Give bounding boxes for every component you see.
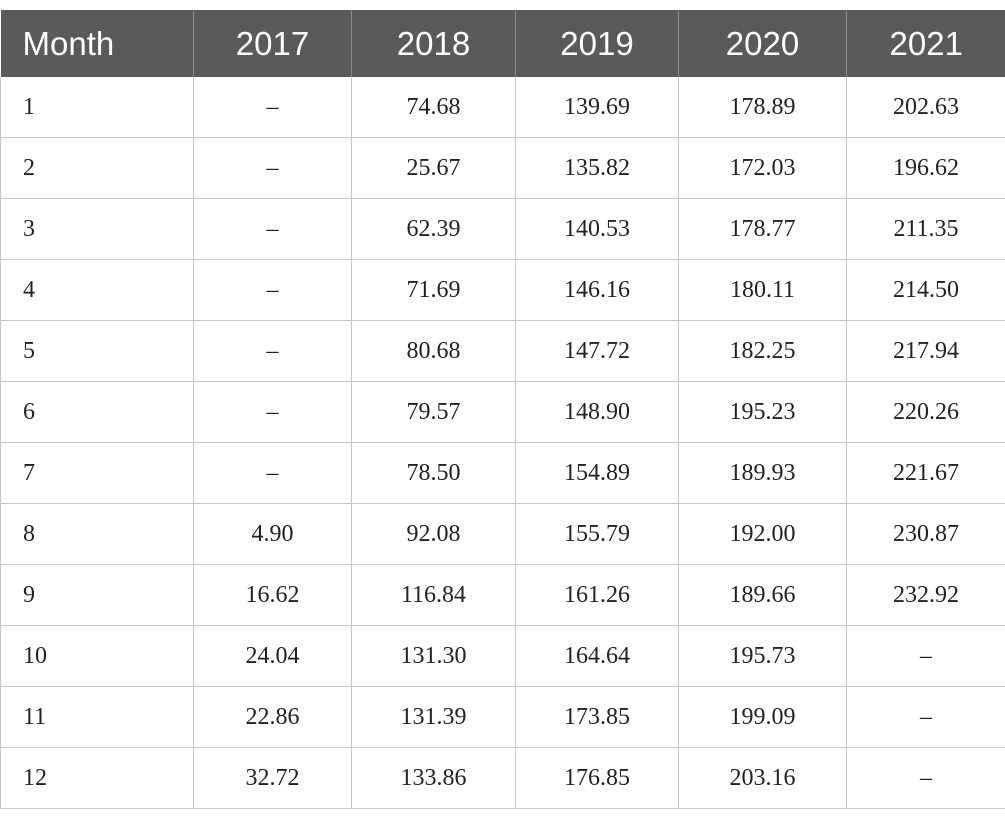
cell-2018: 74.68 (351, 77, 516, 138)
header-cell-2018: 2018 (351, 10, 516, 77)
cell-2019: 140.53 (515, 198, 679, 260)
cell-month: 7 (0, 442, 194, 504)
header-cell-month: Month (0, 10, 194, 77)
cell-2019: 135.82 (515, 137, 679, 199)
header-cell-2019: 2019 (515, 10, 679, 77)
table-row: 9 16.62 116.84 161.26 189.66 232.92 (0, 564, 1005, 626)
cell-2021: 211.35 (846, 198, 1005, 260)
cell-month: 1 (0, 77, 194, 138)
data-table-container: Month 2017 2018 2019 2020 2021 1 – 74.68… (0, 10, 1005, 809)
cell-month: 10 (0, 625, 194, 687)
cell-2018: 131.39 (351, 686, 516, 748)
cell-2018: 78.50 (351, 442, 516, 504)
cell-2019: 146.16 (515, 259, 679, 321)
cell-2021: – (846, 625, 1005, 687)
table-row: 2 – 25.67 135.82 172.03 196.62 (0, 137, 1005, 199)
cell-month: 12 (0, 747, 194, 809)
cell-2021: – (846, 686, 1005, 748)
table-row: 8 4.90 92.08 155.79 192.00 230.87 (0, 503, 1005, 565)
cell-2017: – (193, 442, 352, 504)
header-cell-2017: 2017 (193, 10, 352, 77)
cell-2019: 155.79 (515, 503, 679, 565)
cell-2020: 172.03 (678, 137, 847, 199)
table-row: 10 24.04 131.30 164.64 195.73 – (0, 625, 1005, 687)
cell-2021: 217.94 (846, 320, 1005, 382)
cell-2019: 173.85 (515, 686, 679, 748)
cell-2019: 161.26 (515, 564, 679, 626)
cell-2020: 178.89 (678, 77, 847, 138)
cell-2018: 79.57 (351, 381, 516, 443)
cell-2021: 202.63 (846, 77, 1005, 138)
table-row: 3 – 62.39 140.53 178.77 211.35 (0, 198, 1005, 260)
cell-2021: 196.62 (846, 137, 1005, 199)
table-row: 7 – 78.50 154.89 189.93 221.67 (0, 442, 1005, 504)
cell-2020: 199.09 (678, 686, 847, 748)
cell-2020: 178.77 (678, 198, 847, 260)
cell-2017: – (193, 198, 352, 260)
cell-2018: 71.69 (351, 259, 516, 321)
cell-2017: 24.04 (193, 625, 352, 687)
cell-2021: 230.87 (846, 503, 1005, 565)
cell-2019: 139.69 (515, 77, 679, 138)
cell-2018: 116.84 (351, 564, 516, 626)
cell-2017: – (193, 320, 352, 382)
cell-2018: 25.67 (351, 137, 516, 199)
header-cell-2020: 2020 (678, 10, 847, 77)
table-header: Month 2017 2018 2019 2020 2021 (0, 10, 1005, 77)
table-body: 1 – 74.68 139.69 178.89 202.63 2 – 25.67… (0, 77, 1005, 809)
cell-2020: 192.00 (678, 503, 847, 565)
cell-2020: 189.93 (678, 442, 847, 504)
cell-2017: 16.62 (193, 564, 352, 626)
header-row: Month 2017 2018 2019 2020 2021 (0, 10, 1005, 77)
cell-2019: 147.72 (515, 320, 679, 382)
cell-2017: – (193, 381, 352, 443)
cell-2021: 220.26 (846, 381, 1005, 443)
cell-2020: 195.73 (678, 625, 847, 687)
cell-2021: 232.92 (846, 564, 1005, 626)
cell-2018: 62.39 (351, 198, 516, 260)
cell-2017: 32.72 (193, 747, 352, 809)
table-row: 5 – 80.68 147.72 182.25 217.94 (0, 320, 1005, 382)
cell-2020: 180.11 (678, 259, 847, 321)
cell-2018: 92.08 (351, 503, 516, 565)
cell-2018: 80.68 (351, 320, 516, 382)
cell-2019: 164.64 (515, 625, 679, 687)
cell-month: 3 (0, 198, 194, 260)
cell-2019: 176.85 (515, 747, 679, 809)
cell-2017: 22.86 (193, 686, 352, 748)
cell-month: 4 (0, 259, 194, 321)
cell-2021: 214.50 (846, 259, 1005, 321)
cell-2019: 154.89 (515, 442, 679, 504)
table-row: 6 – 79.57 148.90 195.23 220.26 (0, 381, 1005, 443)
cell-2021: – (846, 747, 1005, 809)
cell-2020: 189.66 (678, 564, 847, 626)
table-row: 1 – 74.68 139.69 178.89 202.63 (0, 77, 1005, 138)
cell-2017: – (193, 259, 352, 321)
cell-month: 11 (0, 686, 194, 748)
table-row: 11 22.86 131.39 173.85 199.09 – (0, 686, 1005, 748)
monthly-values-table: Month 2017 2018 2019 2020 2021 1 – 74.68… (0, 10, 1005, 809)
table-row: 4 – 71.69 146.16 180.11 214.50 (0, 259, 1005, 321)
cell-month: 6 (0, 381, 194, 443)
cell-2018: 131.30 (351, 625, 516, 687)
cell-2017: – (193, 137, 352, 199)
cell-2019: 148.90 (515, 381, 679, 443)
cell-2017: – (193, 77, 352, 138)
header-cell-2021: 2021 (846, 10, 1005, 77)
cell-2017: 4.90 (193, 503, 352, 565)
cell-2020: 182.25 (678, 320, 847, 382)
cell-month: 5 (0, 320, 194, 382)
cell-2020: 203.16 (678, 747, 847, 809)
cell-2021: 221.67 (846, 442, 1005, 504)
cell-2018: 133.86 (351, 747, 516, 809)
cell-month: 8 (0, 503, 194, 565)
cell-month: 9 (0, 564, 194, 626)
cell-2020: 195.23 (678, 381, 847, 443)
cell-month: 2 (0, 137, 194, 199)
table-row: 12 32.72 133.86 176.85 203.16 – (0, 747, 1005, 809)
